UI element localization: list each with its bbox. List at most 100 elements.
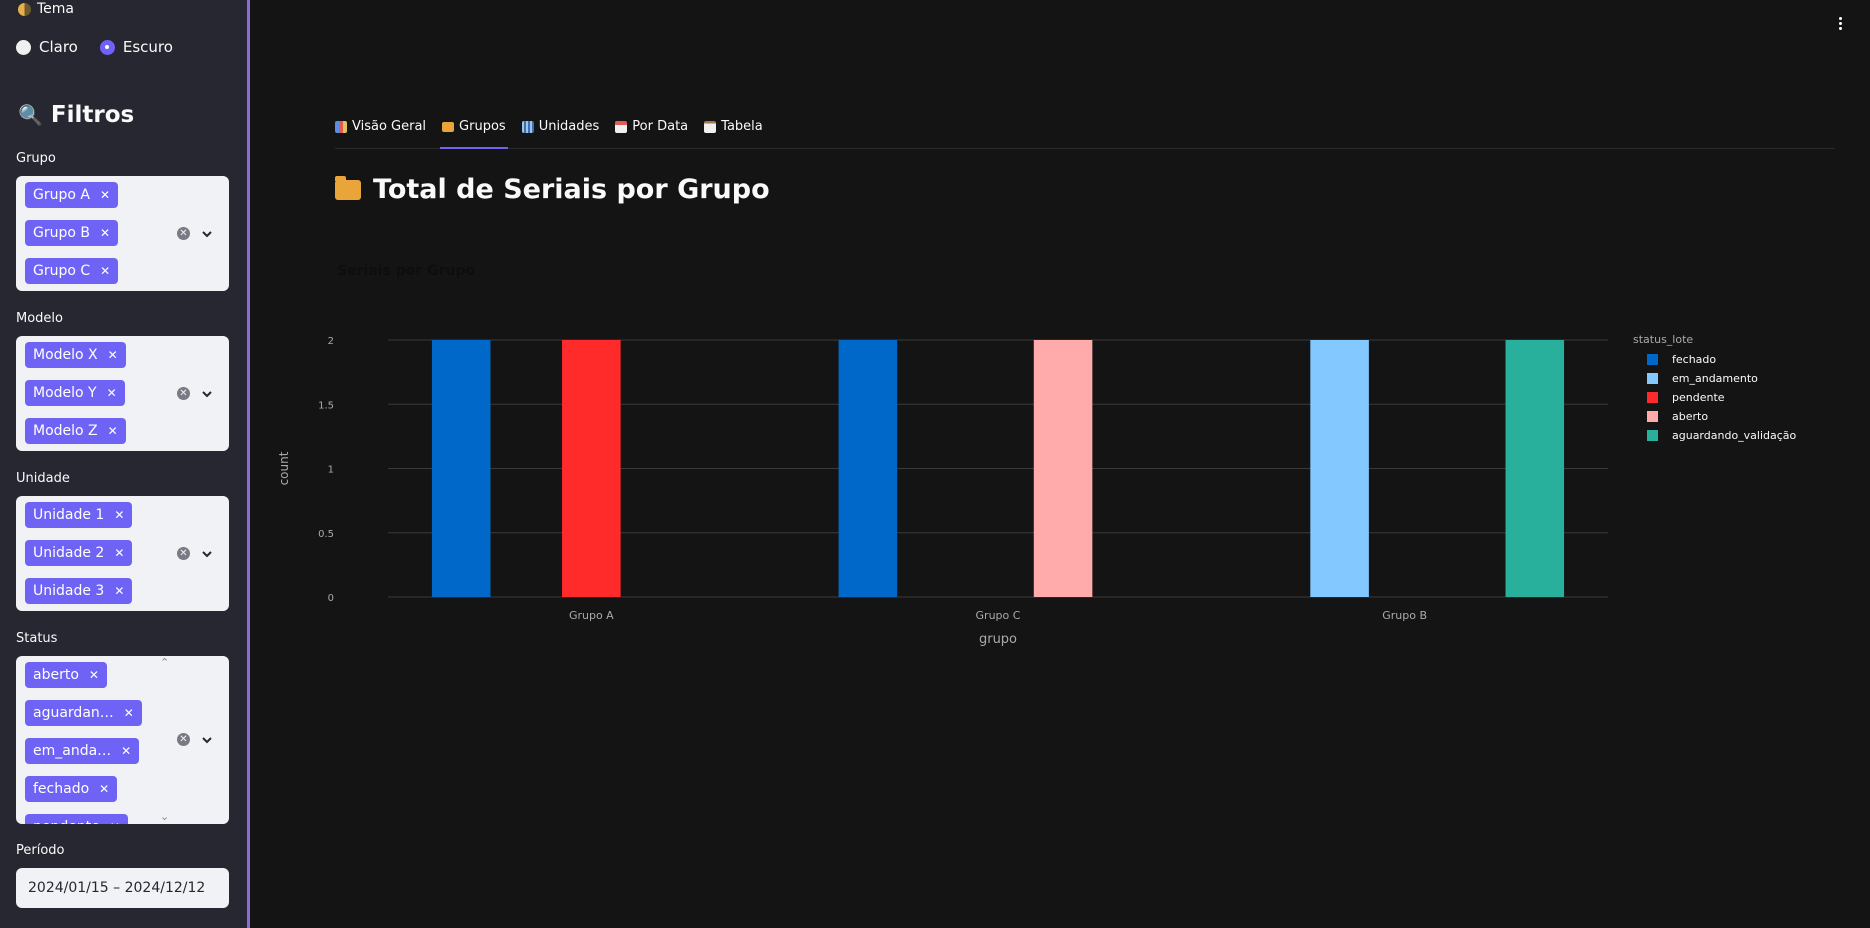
theme-option-claro[interactable]: Claro (16, 38, 78, 56)
chevron-down-icon[interactable] (200, 733, 214, 747)
chevron-down-icon[interactable] (200, 387, 214, 401)
modelo-multiselect[interactable]: Modelo X ✕ Modelo Y ✕ Modelo Z ✕ ✕ (16, 336, 229, 451)
chevron-down-icon[interactable] (200, 547, 214, 561)
period-date-input[interactable]: 2024/01/15 – 2024/12/12 (16, 868, 229, 908)
chip[interactable]: aguardan… ✕ (25, 700, 142, 726)
chevron-down-icon[interactable] (200, 227, 214, 241)
chip[interactable]: Grupo B ✕ (25, 220, 119, 246)
tab-visao-geral[interactable]: Visão Geral (335, 112, 426, 141)
tab-label: Tabela (721, 119, 763, 134)
chip-label: pendente (33, 819, 100, 824)
legend-swatch (1647, 373, 1658, 384)
filters-heading: 🔍 Filtros (18, 102, 134, 128)
chip-label: Grupo B (33, 225, 90, 241)
modelo-label: Modelo (16, 311, 63, 326)
theme-option-escuro[interactable]: Escuro (99, 38, 173, 56)
chip-label: Grupo A (33, 187, 90, 203)
legend-item[interactable]: em_andamento (1647, 369, 1796, 388)
legend-item[interactable]: aberto (1647, 407, 1796, 426)
chip[interactable]: fechado ✕ (25, 776, 118, 802)
moon-icon (18, 2, 31, 16)
chip-remove-icon[interactable]: ✕ (106, 386, 117, 400)
status-multiselect[interactable]: ⌃ aberto ✕ aguardan… ✕ em_anda… ✕ fechado ✕ … (16, 656, 229, 824)
magnifier-icon: 🔍 (18, 103, 43, 127)
chip-remove-icon[interactable]: ✕ (114, 508, 125, 522)
y-tick-label: 1.5 (318, 400, 334, 411)
chip[interactable]: pendente ✕ (25, 814, 128, 824)
chip-label: Unidade 2 (33, 545, 105, 561)
legend-title: status_lote (1633, 333, 1694, 346)
radio-label: Claro (39, 38, 78, 56)
calendar-icon (615, 120, 628, 133)
chip[interactable]: em_anda… ✕ (25, 738, 140, 764)
x-axis-label: grupo (979, 632, 1017, 647)
chip[interactable]: Unidade 2 ✕ (25, 540, 133, 566)
chip-remove-icon[interactable]: ✕ (123, 706, 134, 720)
theme-label: Tema (37, 1, 75, 17)
chip-remove-icon[interactable]: ✕ (110, 820, 120, 824)
clear-all-icon[interactable]: ✕ (177, 387, 190, 400)
radio-unselected-icon[interactable] (16, 39, 31, 55)
y-tick-label: 1 (328, 465, 334, 476)
chip-remove-icon[interactable]: ✕ (100, 264, 111, 278)
chip[interactable]: Modelo Z ✕ (25, 418, 126, 444)
radio-label: Escuro (122, 38, 173, 56)
kebab-menu-icon[interactable] (1839, 17, 1843, 32)
tab-por-data[interactable]: Por Data (615, 112, 688, 141)
status-label: Status (16, 631, 58, 646)
chip-remove-icon[interactable]: ✕ (99, 226, 111, 240)
main-content: Visão Geral Grupos Unidades Por Data Tab… (253, 0, 1870, 928)
chip[interactable]: Modelo X ✕ (25, 342, 126, 368)
clear-all-icon[interactable]: ✕ (177, 227, 190, 240)
theme-radio-group: Claro Escuro (16, 38, 173, 56)
clipboard-icon (704, 120, 717, 133)
chip-remove-icon[interactable]: ✕ (114, 584, 125, 598)
legend-label: pendente (1672, 391, 1725, 404)
tab-unidades[interactable]: Unidades (521, 112, 600, 141)
chip-remove-icon[interactable]: ✕ (121, 744, 132, 758)
chip-label: Grupo C (33, 263, 91, 279)
tab-label: Unidades (538, 119, 600, 134)
chip-remove-icon[interactable]: ✕ (107, 348, 118, 362)
chip-label: em_anda… (33, 743, 112, 759)
tab-grupos[interactable]: Grupos (440, 112, 508, 149)
legend-swatch (1647, 392, 1658, 403)
scroll-down-icon[interactable]: ⌄ (160, 810, 170, 823)
chip-label: Unidade 3 (33, 583, 105, 599)
chip[interactable]: Grupo C ✕ (25, 258, 119, 284)
tab-bar: Visão Geral Grupos Unidades Por Data Tab… (335, 112, 1835, 149)
chip[interactable]: aberto ✕ (25, 662, 107, 688)
bar-fechado (838, 340, 898, 597)
bar-fechado (431, 340, 491, 597)
y-axis-label: count (277, 451, 291, 485)
chip-remove-icon[interactable]: ✕ (88, 668, 99, 682)
legend-label: fechado (1672, 353, 1717, 366)
unidade-multiselect[interactable]: Unidade 1 ✕ Unidade 2 ✕ Unidade 3 ✕ ✕ (16, 496, 229, 611)
legend-item[interactable]: fechado (1647, 350, 1796, 369)
page-title: Total de Seriais por Grupo (335, 174, 770, 205)
chip-remove-icon[interactable]: ✕ (99, 782, 110, 796)
tab-label: Grupos (459, 119, 506, 134)
chip-remove-icon[interactable]: ✕ (107, 424, 118, 438)
chip[interactable]: Unidade 3 ✕ (25, 578, 133, 604)
chip[interactable]: Modelo Y ✕ (25, 380, 125, 406)
bar-aguardando_validação (1505, 340, 1565, 597)
bar-aberto (1033, 340, 1093, 597)
legend-swatch (1647, 411, 1658, 422)
sidebar: Tema Claro Escuro 🔍 Filtros Grupo Grupo … (0, 0, 250, 928)
grupo-label: Grupo (16, 151, 56, 166)
tab-tabela[interactable]: Tabela (704, 112, 763, 141)
clear-all-icon[interactable]: ✕ (177, 547, 190, 560)
legend-item[interactable]: aguardando_validação (1647, 426, 1796, 445)
grupo-multiselect[interactable]: Grupo A ✕ Grupo B ✕ Grupo C ✕ ✕ (16, 176, 229, 291)
legend-item[interactable]: pendente (1647, 388, 1796, 407)
legend-label: aberto (1672, 410, 1709, 423)
radio-selected-icon[interactable] (99, 39, 115, 55)
chip[interactable]: Grupo A ✕ (25, 182, 119, 208)
clear-all-icon[interactable]: ✕ (177, 733, 190, 746)
chip-remove-icon[interactable]: ✕ (99, 188, 111, 202)
chip[interactable]: Unidade 1 ✕ (25, 502, 133, 528)
chip-remove-icon[interactable]: ✕ (114, 546, 125, 560)
bar-pendente (562, 340, 621, 597)
scroll-up-icon[interactable]: ⌃ (160, 656, 170, 669)
